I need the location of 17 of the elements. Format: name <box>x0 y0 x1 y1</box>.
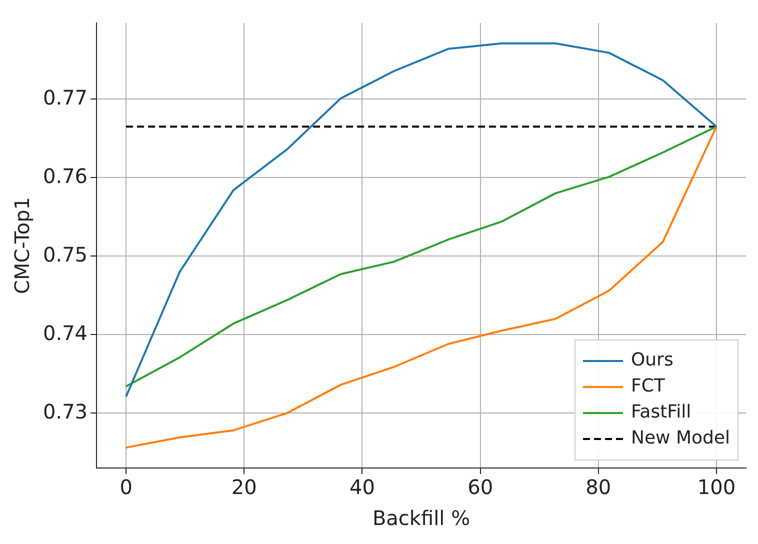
y-tick-label: 0.77 <box>43 85 88 110</box>
legend-label: FastFill <box>630 402 692 423</box>
y-tick-label: 0.73 <box>43 399 88 424</box>
y-axis-title: CMC-Top1 <box>10 196 34 294</box>
y-tick-label: 0.75 <box>43 242 88 266</box>
y-tick-label: 0.76 <box>43 164 88 188</box>
legend-label: FCT <box>630 376 666 397</box>
y-tick-label: 0.74 <box>43 320 88 345</box>
legend-label: New Model <box>630 428 730 449</box>
x-tick-label: 100 <box>697 475 736 500</box>
x-tick-label: 80 <box>586 475 612 500</box>
x-tick-label: 60 <box>468 475 494 500</box>
x-axis-title: Backfill % <box>372 506 470 530</box>
x-tick-label: 0 <box>120 475 132 500</box>
x-tick-label: 20 <box>231 475 257 500</box>
legend-label: Ours <box>630 350 674 371</box>
x-tick-label: 40 <box>349 475 375 500</box>
